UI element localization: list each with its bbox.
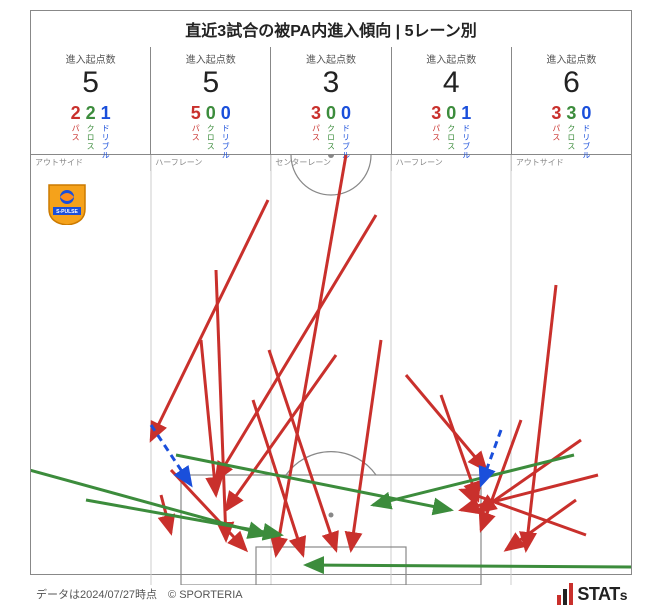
cross-arrow	[306, 565, 631, 567]
logo-bar	[557, 595, 561, 605]
stat-cross: 2 クロス	[85, 104, 96, 160]
logo-bar	[563, 589, 567, 605]
stat-breakdown: 5 パス 0 クロス 0 ドリブル	[153, 104, 268, 160]
chart-frame: 直近3試合の被PA内進入傾向 | 5レーン別 進入起点数 5 2 パス 2 クロ…	[30, 10, 632, 575]
pitch-area: アウトサイドハーフレーンセンターレーンハーフレーンアウトサイド S-PULSE	[31, 155, 631, 585]
lane-stat-cell: 進入起点数 5 2 パス 2 クロス 1 ドリブル	[31, 47, 151, 154]
pass-arrow	[216, 270, 226, 540]
stat-dribble: 0 ドリブル	[220, 104, 231, 160]
cross-arrow	[373, 455, 574, 505]
footer-credit: データは2024/07/27時点 © SPORTERIA	[36, 586, 243, 602]
dribble-arrow	[151, 425, 191, 485]
stat-pass: 2 パス	[70, 104, 81, 160]
logo-bar	[569, 583, 573, 605]
lane-stat-cell: 進入起点数 5 5 パス 0 クロス 0 ドリブル	[151, 47, 271, 154]
stats-logo: STATs	[557, 583, 627, 605]
chart-title: 直近3試合の被PA内進入傾向 | 5レーン別	[31, 11, 631, 47]
stat-total: 5	[33, 68, 148, 98]
stat-dribble: 1 ドリブル	[461, 104, 472, 160]
pass-arrow	[526, 285, 556, 550]
stat-pass: 3 パス	[551, 104, 562, 160]
stat-dribble: 1 ドリブル	[100, 104, 111, 160]
stat-total: 6	[514, 68, 629, 98]
svg-text:S-PULSE: S-PULSE	[56, 209, 78, 215]
cross-arrow	[176, 455, 451, 510]
stat-header-label: 進入起点数	[153, 51, 268, 66]
stat-breakdown: 2 パス 2 クロス 1 ドリブル	[33, 104, 148, 160]
team-badge: S-PULSE	[47, 183, 87, 225]
stat-breakdown: 3 パス 0 クロス 0 ドリブル	[273, 104, 388, 160]
stat-header-label: 進入起点数	[394, 51, 509, 66]
lane-stat-cell: 進入起点数 3 3 パス 0 クロス 0 ドリブル	[271, 47, 391, 154]
stat-breakdown: 3 パス 3 クロス 0 ドリブル	[514, 104, 629, 160]
stat-cross: 0 クロス	[205, 104, 216, 160]
footer: データは2024/07/27時点 © SPORTERIA STATs	[0, 583, 663, 605]
pass-arrow	[171, 470, 246, 550]
stat-total: 3	[273, 68, 388, 98]
stat-header-label: 進入起点数	[514, 51, 629, 66]
pass-arrow	[201, 340, 216, 495]
stat-cross: 0 クロス	[326, 104, 337, 160]
pass-arrow	[269, 350, 336, 550]
stat-pass: 3 パス	[431, 104, 442, 160]
stat-total: 4	[394, 68, 509, 98]
pass-arrow	[151, 200, 268, 440]
lane-stats-row: 進入起点数 5 2 パス 2 クロス 1 ドリブル 進入起点数 5 5 パス	[31, 47, 631, 155]
logo-text: STATs	[577, 584, 627, 605]
pass-arrow	[506, 500, 576, 550]
logo-bars	[557, 583, 573, 605]
pass-arrow	[406, 375, 486, 470]
pass-arrow	[481, 420, 521, 530]
pitch-svg	[31, 155, 631, 585]
stat-total: 5	[153, 68, 268, 98]
stat-pass: 5 パス	[190, 104, 201, 160]
stat-breakdown: 3 パス 0 クロス 1 ドリブル	[394, 104, 509, 160]
stat-cross: 0 クロス	[446, 104, 457, 160]
stat-cross: 3 クロス	[566, 104, 577, 160]
cross-arrow	[86, 500, 281, 535]
stat-dribble: 0 ドリブル	[581, 104, 592, 160]
pass-arrow	[351, 340, 381, 550]
stat-header-label: 進入起点数	[273, 51, 388, 66]
stat-dribble: 0 ドリブル	[341, 104, 352, 160]
lane-stat-cell: 進入起点数 4 3 パス 0 クロス 1 ドリブル	[392, 47, 512, 154]
stat-pass: 3 パス	[311, 104, 322, 160]
stat-header-label: 進入起点数	[33, 51, 148, 66]
lane-stat-cell: 進入起点数 6 3 パス 3 クロス 0 ドリブル	[512, 47, 631, 154]
